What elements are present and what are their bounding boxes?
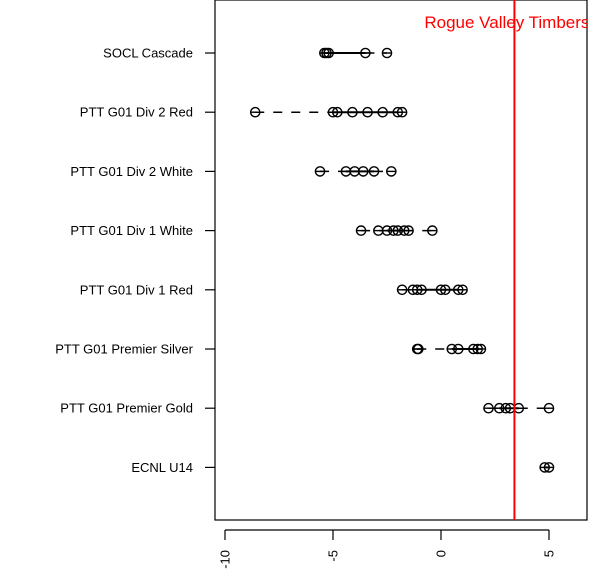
data-point	[475, 343, 487, 355]
data-point	[368, 166, 380, 177]
y-tick-label: PTT G01 Premier Silver	[55, 342, 193, 357]
data-point	[381, 47, 393, 59]
y-tick-label: PTT G01 Div 2 Red	[80, 105, 193, 120]
data-point	[360, 47, 371, 59]
data-point	[427, 225, 438, 236]
data-point	[396, 284, 408, 296]
series-ecnl-u14	[539, 462, 555, 473]
data-point	[452, 343, 464, 355]
data-point	[349, 166, 360, 177]
data-point	[440, 284, 451, 296]
data-point	[340, 166, 352, 177]
y-tick-label: SOCL Cascade	[103, 46, 193, 61]
data-point	[377, 106, 388, 118]
x-tick-label: -5	[326, 550, 341, 562]
data-point	[357, 166, 369, 177]
series-socl-cascade	[319, 47, 393, 59]
y-tick-label: PTT G01 Div 2 White	[70, 164, 193, 179]
data-point	[347, 106, 358, 118]
data-point	[457, 284, 468, 296]
series-ptt-g01-div-2-red	[249, 106, 408, 118]
data-point	[386, 166, 397, 177]
data-point	[416, 284, 427, 296]
plot-frame	[214, 0, 588, 521]
data-point	[332, 106, 343, 118]
data-point	[543, 402, 555, 414]
data-point	[483, 402, 494, 414]
data-point	[543, 462, 555, 473]
chart-rows	[249, 47, 555, 473]
series-ptt-g01-div-2-white	[314, 166, 397, 177]
series-ptt-g01-div-1-white	[355, 225, 438, 236]
data-point	[513, 402, 525, 414]
data-point	[362, 106, 373, 118]
data-point	[403, 225, 414, 236]
series-ptt-g01-premier-silver	[411, 343, 487, 355]
y-tick-label: PTT G01 Div 1 Red	[80, 282, 193, 297]
series-ptt-g01-premier-gold	[483, 402, 555, 414]
data-point	[323, 47, 334, 59]
data-point	[355, 225, 367, 236]
y-axis: SOCL Cascade PTT G01 Div 2 Red PTT G01 Div…	[55, 46, 215, 475]
series-ptt-g01-div-1-red	[396, 284, 468, 296]
x-tick-label: -10	[218, 550, 233, 569]
x-axis: -10 -5 0 5	[218, 529, 557, 569]
reference-label: Rogue Valley Timbers F	[424, 13, 602, 32]
data-point	[249, 106, 261, 118]
data-point	[373, 225, 384, 236]
data-point	[396, 106, 408, 118]
data-point	[314, 166, 326, 177]
y-tick-label: PTT G01 Div 1 White	[70, 223, 193, 238]
x-tick-label: 5	[542, 550, 557, 557]
x-tick-label: 0	[434, 550, 449, 557]
y-tick-label: ECNL U14	[131, 460, 193, 475]
data-point	[413, 343, 424, 355]
data-point	[504, 402, 516, 414]
y-tick-label: PTT G01 Premier Gold	[60, 401, 193, 416]
